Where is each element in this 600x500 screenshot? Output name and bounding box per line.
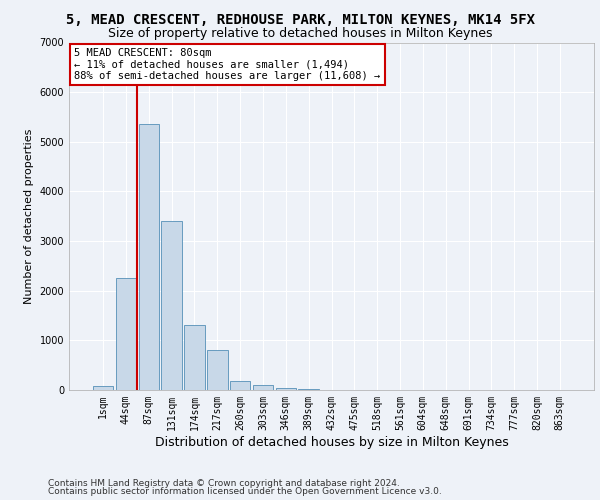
Bar xyxy=(275,388,296,390)
Bar xyxy=(161,221,182,390)
Bar xyxy=(116,278,136,390)
Bar xyxy=(207,350,227,390)
Bar xyxy=(230,381,250,390)
Bar xyxy=(253,385,273,390)
Text: 5 MEAD CRESCENT: 80sqm
← 11% of detached houses are smaller (1,494)
88% of semi-: 5 MEAD CRESCENT: 80sqm ← 11% of detached… xyxy=(74,48,380,81)
Text: Contains HM Land Registry data © Crown copyright and database right 2024.: Contains HM Land Registry data © Crown c… xyxy=(48,478,400,488)
Bar xyxy=(184,326,205,390)
Bar xyxy=(139,124,159,390)
Bar xyxy=(298,389,319,390)
X-axis label: Distribution of detached houses by size in Milton Keynes: Distribution of detached houses by size … xyxy=(155,436,508,448)
Bar xyxy=(93,386,113,390)
Text: 5, MEAD CRESCENT, REDHOUSE PARK, MILTON KEYNES, MK14 5FX: 5, MEAD CRESCENT, REDHOUSE PARK, MILTON … xyxy=(65,12,535,26)
Y-axis label: Number of detached properties: Number of detached properties xyxy=(24,128,34,304)
Text: Contains public sector information licensed under the Open Government Licence v3: Contains public sector information licen… xyxy=(48,487,442,496)
Text: Size of property relative to detached houses in Milton Keynes: Size of property relative to detached ho… xyxy=(108,28,492,40)
